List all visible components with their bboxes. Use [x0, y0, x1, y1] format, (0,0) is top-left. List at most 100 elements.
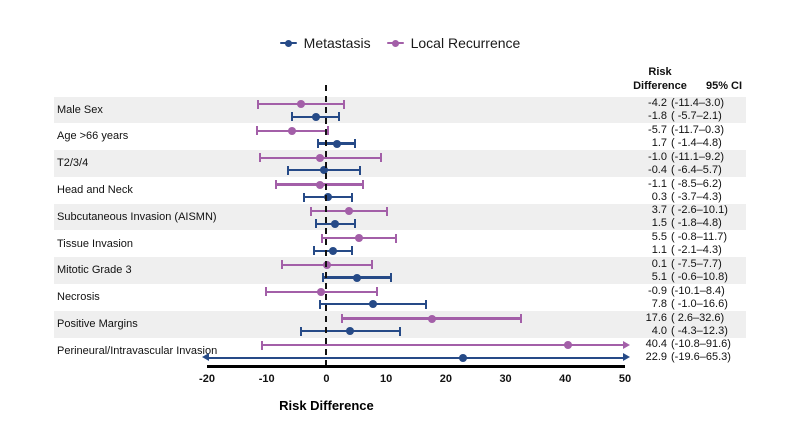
ci-value: ( -3.7–4.3) — [671, 190, 722, 203]
row-label: Age >66 years — [57, 130, 129, 143]
ci-cap — [255, 126, 258, 136]
point-estimate-marker — [320, 166, 329, 175]
ci-cap — [314, 219, 317, 229]
ci-cap — [259, 153, 262, 163]
ci-cap — [309, 206, 312, 216]
ci-cap — [320, 233, 323, 243]
ci-value: ( -7.5–7.7) — [671, 257, 722, 270]
row-label: Mitotic Grade 3 — [57, 264, 132, 277]
x-tick-label: -20 — [199, 373, 215, 385]
ci-cap — [299, 326, 302, 336]
ci-cap — [327, 126, 330, 136]
point-estimate-marker — [352, 273, 361, 282]
ci-value: ( -1.8–4.8) — [671, 217, 722, 230]
table-header-95ci: 95% CI — [705, 80, 743, 92]
legend-item-local-recurrence: Local Recurrence — [386, 35, 520, 51]
legend-label-metastasis: Metastasis — [303, 35, 371, 51]
table-header-difference: Difference — [633, 80, 687, 92]
point-estimate-marker — [346, 327, 355, 336]
clip-arrow-left-icon — [202, 353, 209, 362]
point-estimate-marker — [311, 112, 320, 121]
row-band — [54, 150, 746, 177]
risk-difference-value: -1.1 — [648, 177, 667, 190]
point-estimate-marker — [459, 353, 468, 362]
risk-difference-value: -1.8 — [648, 110, 667, 123]
ci-cap — [398, 326, 401, 336]
row-label: T2/3/4 — [57, 157, 89, 170]
ci-cap — [351, 246, 354, 256]
ci-cap — [354, 219, 357, 229]
ci-cap — [265, 287, 268, 297]
ci-cap — [312, 246, 315, 256]
legend-item-metastasis: Metastasis — [279, 35, 371, 51]
ci-cap — [343, 99, 346, 109]
x-tick-label: -10 — [258, 373, 275, 385]
x-axis-title: Risk Difference — [279, 398, 374, 413]
risk-difference-value: 3.7 — [651, 204, 667, 217]
ci-value: (-11.4–3.0) — [671, 97, 724, 110]
ci-cap — [351, 192, 354, 202]
ci-cap — [362, 180, 365, 189]
ci-value: (-10.8–91.6) — [671, 338, 731, 351]
ci-value: ( -6.4–5.7) — [671, 163, 722, 176]
zero-reference-line — [325, 85, 328, 370]
legend: Metastasis Local Recurrence — [0, 35, 800, 51]
table-header-risk: Risk — [648, 66, 672, 78]
ci-cap — [371, 260, 374, 270]
ci-cap — [291, 112, 294, 122]
row-label: Positive Margins — [57, 317, 138, 330]
point-estimate-marker — [332, 139, 341, 148]
ci-line-local-recurrence — [261, 344, 623, 347]
local-recurrence-marker-icon — [386, 39, 404, 48]
risk-difference-value: 4.0 — [651, 324, 667, 337]
ci-value: ( -5.7–2.1) — [671, 110, 722, 123]
ci-cap — [385, 206, 388, 216]
risk-difference-value: -0.4 — [648, 163, 667, 176]
row-label: Subcutaneous Invasion (AISMN) — [57, 210, 217, 223]
ci-value: ( -2.1–4.3) — [671, 244, 722, 257]
ci-value: ( -0.8–11.7) — [671, 231, 728, 244]
ci-value: (-19.6–65.3) — [671, 351, 731, 364]
ci-cap — [321, 273, 324, 282]
clip-arrow-right-icon — [623, 353, 630, 362]
ci-cap — [257, 99, 260, 109]
row-label: Perineural/Intravascular Invasion — [57, 344, 218, 357]
ci-cap — [389, 273, 392, 282]
risk-difference-value: 0.3 — [651, 190, 667, 203]
x-tick-label: 20 — [439, 373, 452, 385]
x-tick-label: 10 — [380, 373, 393, 385]
risk-difference-value: 22.9 — [645, 351, 667, 364]
ci-cap — [280, 260, 283, 270]
point-estimate-marker — [344, 207, 353, 216]
point-estimate-marker — [288, 126, 297, 135]
risk-difference-value: -0.9 — [648, 284, 667, 297]
risk-difference-value: 1.5 — [651, 217, 667, 230]
row-band — [54, 257, 746, 285]
ci-cap — [303, 192, 306, 202]
ci-cap — [337, 112, 340, 122]
point-estimate-marker — [355, 234, 364, 243]
ci-value: (-11.1–9.2) — [671, 150, 724, 163]
point-estimate-marker — [331, 219, 340, 228]
local-recurrence-dot-icon — [391, 39, 399, 47]
ci-value: (-10.1–8.4) — [671, 284, 725, 297]
point-estimate-marker — [315, 180, 324, 189]
row-label: Head and Neck — [57, 183, 133, 196]
ci-value: ( -4.3–12.3) — [671, 324, 728, 337]
ci-cap — [274, 180, 277, 189]
ci-line-metastasis — [209, 356, 623, 360]
x-tick-label: 0 — [323, 373, 330, 385]
point-estimate-marker — [427, 314, 436, 323]
point-estimate-marker — [297, 100, 306, 109]
risk-difference-value: 5.5 — [651, 231, 667, 244]
risk-difference-value: -4.2 — [648, 97, 667, 110]
x-tick-label: 50 — [618, 373, 632, 385]
ci-cap — [260, 340, 263, 350]
risk-difference-value: 1.7 — [651, 136, 667, 149]
row-label: Necrosis — [57, 291, 100, 304]
ci-value: ( -2.6–10.1) — [671, 204, 728, 217]
x-tick-label: 40 — [559, 373, 572, 385]
ci-value: ( 2.6–32.6) — [671, 311, 725, 324]
ci-cap — [380, 153, 383, 163]
